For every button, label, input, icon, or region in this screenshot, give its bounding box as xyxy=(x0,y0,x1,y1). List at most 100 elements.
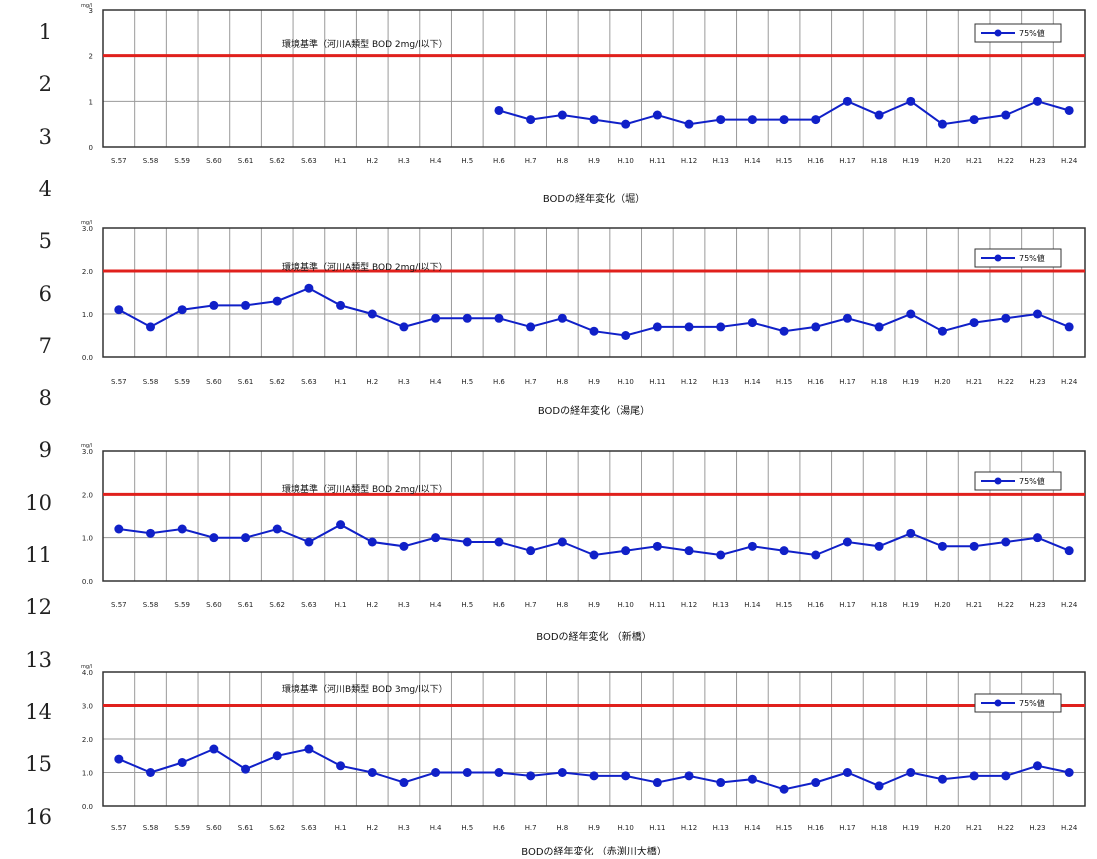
row-number: 10 xyxy=(25,490,52,515)
chart-title: BODの経年変化（湯尾） xyxy=(538,404,650,417)
x-tick-label: S.63 xyxy=(301,601,317,609)
legend-box xyxy=(974,248,1062,268)
y-tick-label: 3.0 xyxy=(82,448,93,456)
x-tick-label: S.57 xyxy=(111,824,127,832)
x-tick-label: H.2 xyxy=(366,378,378,386)
row-number: 1 xyxy=(38,20,52,44)
x-tick-label: S.61 xyxy=(238,157,254,165)
x-tick-label: H.11 xyxy=(649,601,665,609)
chart-title: BODの経年変化 （新橋） xyxy=(536,630,651,643)
x-tick-label: H.3 xyxy=(398,824,410,832)
x-tick-label: H.1 xyxy=(335,378,347,386)
data-point xyxy=(1001,537,1011,547)
x-tick-label: H.2 xyxy=(366,824,378,832)
x-tick-label: H.22 xyxy=(998,601,1014,609)
data-point xyxy=(684,546,694,556)
data-point xyxy=(367,768,377,777)
data-point xyxy=(747,115,757,125)
data-point xyxy=(589,771,599,781)
data-point xyxy=(811,322,821,332)
x-tick-label: H.24 xyxy=(1061,824,1078,832)
data-point xyxy=(589,550,599,560)
x-tick-label: H.1 xyxy=(335,824,347,832)
chart-panel: 0 1 2 3mg/l 環境基準（河川A類型 BOD 2mg/l以下） 75%値 S.57 S… xyxy=(81,3,1086,205)
x-tick-label: S.57 xyxy=(111,157,127,165)
data-point xyxy=(1001,110,1011,120)
plot-frame xyxy=(102,450,1086,582)
x-tick-label: H.9 xyxy=(588,601,600,609)
data-point xyxy=(272,296,282,306)
data-point xyxy=(526,115,536,125)
x-tick-label: H.21 xyxy=(966,378,982,386)
data-point xyxy=(177,524,187,534)
x-tick-label: H.7 xyxy=(525,601,537,609)
x-tick-label: H.6 xyxy=(493,378,505,386)
x-tick-label: H.15 xyxy=(776,157,792,165)
x-tick-label: H.21 xyxy=(966,601,982,609)
x-tick-label: H.12 xyxy=(681,378,697,386)
data-point xyxy=(494,105,504,115)
x-tick-label: S.61 xyxy=(238,378,254,386)
row-number: 14 xyxy=(25,699,52,724)
y-tick-label: 0.0 xyxy=(82,803,93,811)
data-point xyxy=(874,110,884,120)
data-point xyxy=(779,546,789,556)
data-point xyxy=(1064,768,1074,777)
chart-panel: 0.0 1.0 2.0 3.0mg/l 環境基準（河川A類型 BOD 2mg/l以下） 7… xyxy=(81,220,1086,417)
x-tick-label: H.13 xyxy=(713,601,729,609)
data-point xyxy=(652,778,662,788)
x-tick-label: H.15 xyxy=(776,601,792,609)
row-number: 11 xyxy=(25,543,52,567)
x-tick-label: H.18 xyxy=(871,157,887,165)
data-point xyxy=(621,119,631,129)
y-unit-label: mg/l xyxy=(81,220,92,226)
data-point xyxy=(272,751,282,761)
x-tick-label: H.11 xyxy=(649,378,665,386)
x-tick-label: H.15 xyxy=(776,824,792,832)
x-tick-label: H.19 xyxy=(903,157,919,165)
x-tick-label: H.17 xyxy=(839,157,855,165)
x-tick-label: S.61 xyxy=(238,601,254,609)
x-tick-label: S.58 xyxy=(143,378,159,386)
data-point xyxy=(1032,96,1042,106)
x-tick-label: S.62 xyxy=(269,378,285,386)
data-point xyxy=(969,771,979,781)
x-tick-label: S.57 xyxy=(111,378,127,386)
x-tick-label: H.20 xyxy=(934,824,950,832)
x-tick-label: H.23 xyxy=(1029,824,1045,832)
x-tick-label: H.14 xyxy=(744,157,761,165)
x-tick-label: H.8 xyxy=(556,157,568,165)
y-tick-label: 1.0 xyxy=(82,770,93,778)
x-tick-label: H.6 xyxy=(493,824,505,832)
data-point xyxy=(906,96,916,106)
data-point xyxy=(747,541,757,551)
x-tick-label: H.19 xyxy=(903,378,919,386)
data-point xyxy=(557,768,567,777)
data-point xyxy=(367,537,377,547)
y-tick-label: 0 xyxy=(89,144,93,152)
data-point xyxy=(906,528,916,538)
x-tick-label: H.18 xyxy=(871,378,887,386)
x-tick-label: H.2 xyxy=(366,601,378,609)
x-tick-label: H.2 xyxy=(366,157,378,165)
x-tick-label: S.63 xyxy=(301,157,317,165)
y-tick-label: 2.0 xyxy=(82,491,93,499)
y-unit-label: mg/l xyxy=(81,664,92,670)
data-point xyxy=(779,115,789,125)
data-point xyxy=(399,778,409,788)
x-tick-label: H.21 xyxy=(966,157,982,165)
data-point xyxy=(1001,771,1011,781)
legend-marker xyxy=(994,29,1002,37)
x-tick-label: H.22 xyxy=(998,378,1014,386)
y-unit-label: mg/l xyxy=(81,3,92,9)
x-tick-label: H.1 xyxy=(335,157,347,165)
data-point xyxy=(937,541,947,551)
data-point xyxy=(684,119,694,129)
x-tick-label: H.13 xyxy=(713,378,729,386)
x-tick-label: H.5 xyxy=(461,378,473,386)
row-number: 5 xyxy=(38,229,52,254)
y-unit-label: mg/l xyxy=(81,443,92,449)
data-point xyxy=(716,322,726,332)
row-number: 13 xyxy=(25,647,52,672)
